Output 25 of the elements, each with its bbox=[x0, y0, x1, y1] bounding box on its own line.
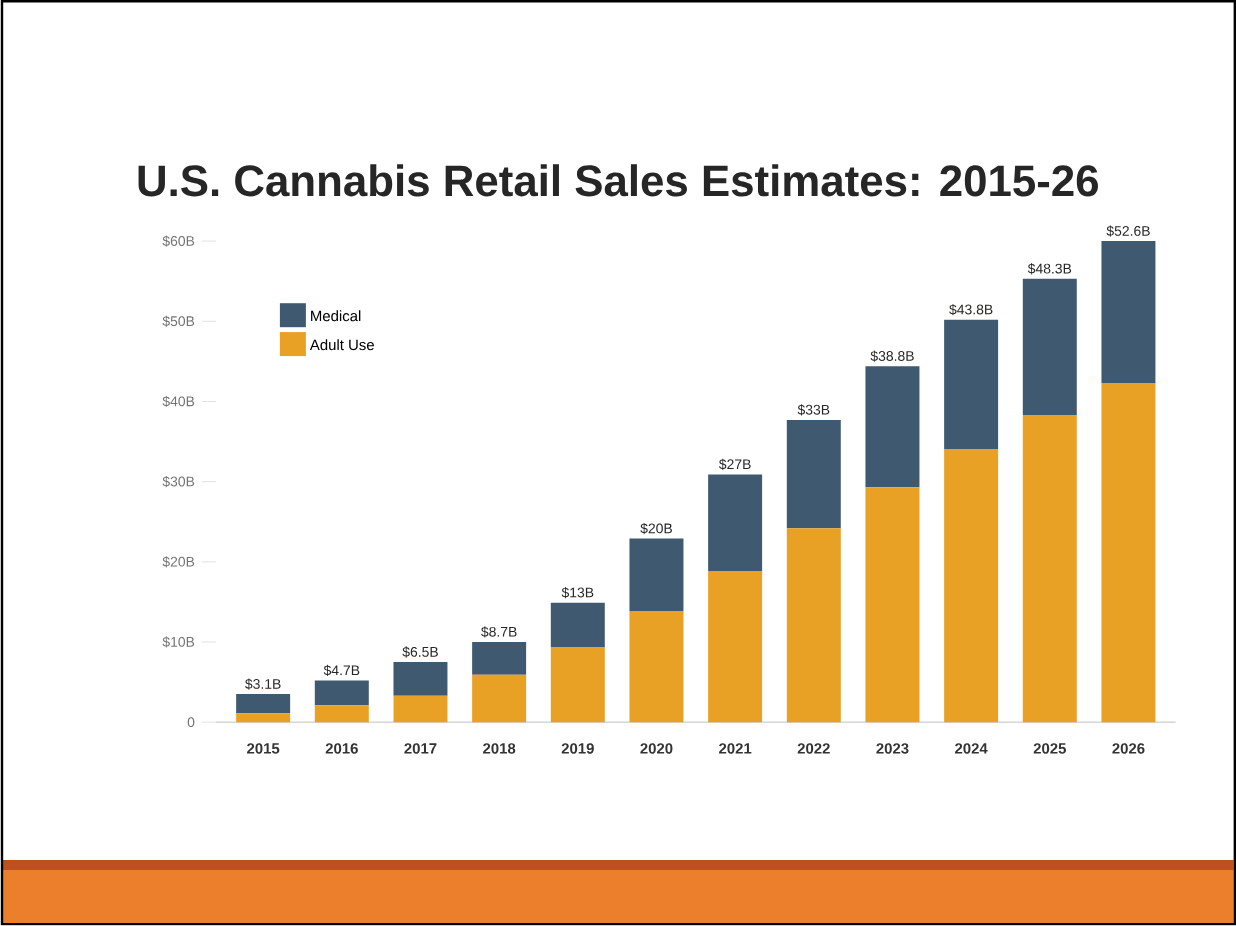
bar bbox=[629, 538, 684, 612]
bar bbox=[708, 474, 763, 572]
bar bbox=[1022, 278, 1077, 416]
bar bbox=[472, 674, 527, 723]
bar bbox=[472, 641, 527, 675]
bar bbox=[1022, 415, 1077, 723]
chart-title: U.S. Cannabis Retail Sales Estimates: 2015-26 bbox=[138, 164, 1098, 197]
bar bbox=[393, 695, 448, 723]
bar bbox=[393, 661, 448, 696]
bar bbox=[550, 602, 605, 648]
bar bbox=[708, 571, 763, 723]
bar bbox=[1101, 241, 1156, 383]
bar bbox=[1101, 382, 1156, 723]
bar bbox=[786, 419, 841, 529]
bar bbox=[550, 647, 605, 723]
bar bbox=[236, 713, 291, 723]
bar bbox=[865, 487, 920, 723]
bar bbox=[236, 694, 291, 714]
bar bbox=[865, 366, 920, 488]
bar bbox=[944, 319, 999, 450]
bar bbox=[944, 449, 999, 723]
bar bbox=[629, 611, 684, 723]
bar bbox=[314, 680, 369, 706]
bar bbox=[314, 705, 369, 723]
bar bbox=[786, 528, 841, 723]
